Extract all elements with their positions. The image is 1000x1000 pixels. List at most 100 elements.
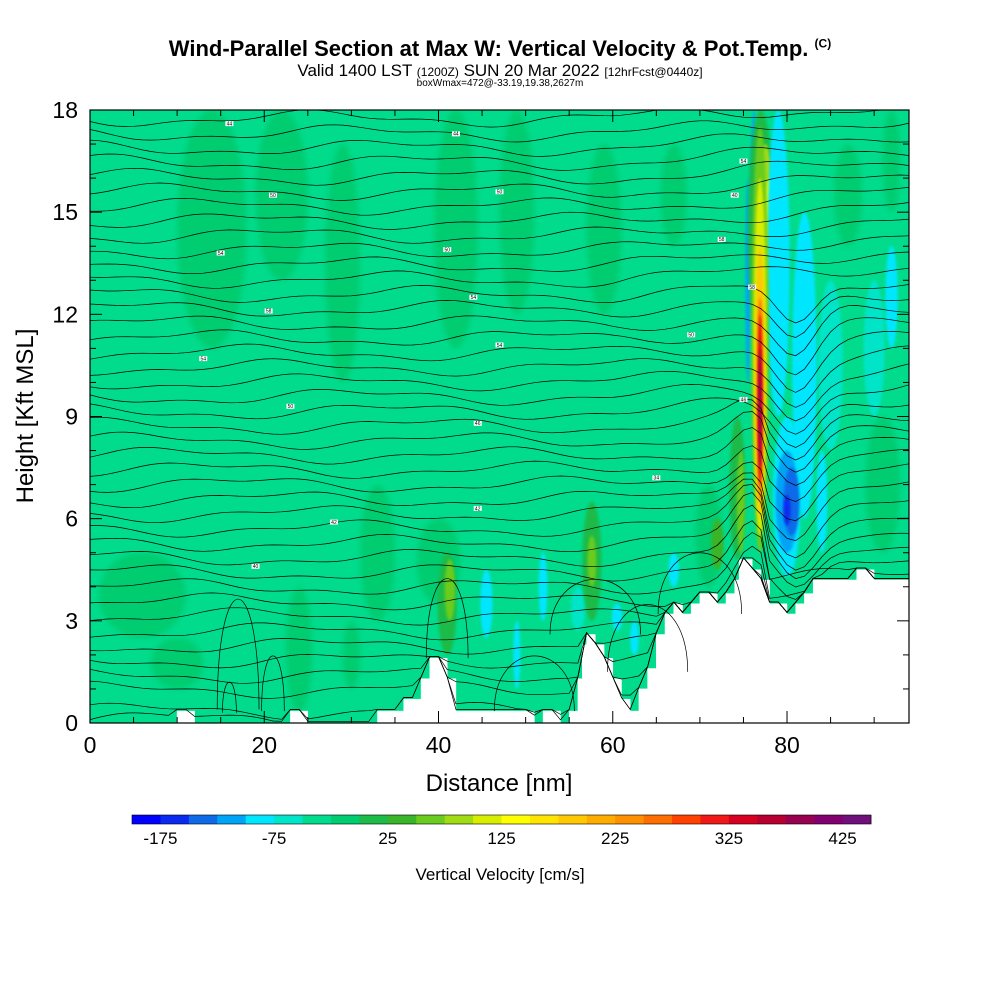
theta-label-19: 42 bbox=[475, 506, 481, 512]
theta-contours bbox=[90, 110, 909, 722]
colorbar-swatch-1 bbox=[160, 815, 190, 824]
theta-line-36 bbox=[90, 174, 909, 201]
theta-label-14: 50 bbox=[688, 333, 694, 339]
velocity-cell-1 bbox=[255, 110, 308, 281]
theta-line-15 bbox=[90, 472, 909, 541]
theta-label-bg-8 bbox=[717, 236, 726, 242]
velocity-cell-16 bbox=[513, 620, 521, 689]
theta-label-3: 50 bbox=[270, 193, 276, 199]
theta-label-15: 50 bbox=[288, 404, 294, 410]
theta-label-bg-3 bbox=[268, 192, 277, 198]
colorbar-swatch-4 bbox=[245, 815, 275, 824]
velocity-cell-34 bbox=[792, 212, 817, 519]
colorbar-swatch-0 bbox=[132, 815, 161, 824]
theta-label-bg-17 bbox=[739, 396, 748, 402]
theta-line-33 bbox=[90, 218, 909, 244]
theta-line-32 bbox=[90, 235, 909, 260]
theta-dome-6 bbox=[607, 604, 689, 672]
colorbar-label: Vertical Velocity [cm/s] bbox=[415, 865, 584, 884]
colorbar-swatch-16 bbox=[586, 815, 616, 824]
theta-line-11 bbox=[90, 504, 909, 588]
theta-label-2: 54 bbox=[741, 159, 747, 165]
velocity-cell-39 bbox=[882, 110, 901, 213]
y-tick-label-3: 3 bbox=[65, 608, 78, 634]
y-tick-label-9: 9 bbox=[65, 404, 78, 430]
theta-line-21 bbox=[90, 397, 909, 448]
theta-line-18 bbox=[90, 427, 909, 486]
velocity-cell-3 bbox=[434, 110, 478, 349]
theta-label-bg-10 bbox=[469, 294, 478, 300]
colorbar-tick-25: 25 bbox=[378, 829, 397, 848]
theta-line-20 bbox=[90, 398, 909, 461]
velocity-cell-12 bbox=[342, 620, 361, 689]
colorbar-tick--175: -175 bbox=[143, 829, 177, 848]
theta-label-bg-2 bbox=[739, 158, 748, 164]
copyright-mark: (C) bbox=[814, 36, 832, 51]
velocity-cell-18 bbox=[570, 586, 585, 632]
velocity-cell-27 bbox=[736, 450, 745, 553]
x-tick-label-20: 20 bbox=[251, 732, 277, 758]
theta-line-24 bbox=[90, 345, 909, 408]
theta-dome-7 bbox=[657, 552, 743, 615]
x-axis-label: Distance [nm] bbox=[426, 770, 573, 797]
colorbar-swatch-19 bbox=[672, 815, 701, 824]
theta-label-bg-11 bbox=[748, 284, 757, 290]
velocity-cell-6 bbox=[660, 144, 687, 247]
velocity-cell-0 bbox=[177, 110, 247, 349]
theta-label-9: 58 bbox=[266, 309, 272, 315]
x-tick-label-80: 80 bbox=[774, 732, 800, 758]
theta-line-25 bbox=[90, 331, 909, 393]
y-tick-label-18: 18 bbox=[52, 97, 78, 123]
theta-label-bg-9 bbox=[264, 308, 273, 314]
theta-line-29 bbox=[90, 284, 909, 324]
axes: 0 20 40 60 80 0 3 6 9 12 15 18 bbox=[52, 97, 909, 758]
theta-label-10: 54 bbox=[471, 295, 477, 301]
colorbar-swatch-7 bbox=[330, 815, 360, 824]
colorbar-swatch-23 bbox=[785, 815, 815, 824]
theta-dome-1 bbox=[261, 655, 285, 712]
colorbar-swatch-14 bbox=[529, 815, 559, 824]
forecast-info: [12hrFcst@0440z] bbox=[604, 65, 703, 79]
colorbar-swatch-8 bbox=[359, 815, 389, 824]
theta-label-16: 46 bbox=[475, 421, 481, 427]
valid-date: SUN 20 Mar 2022 bbox=[463, 61, 600, 80]
theta-line-28 bbox=[90, 295, 909, 338]
theta-line-12 bbox=[90, 492, 909, 579]
velocity-cell-37 bbox=[885, 246, 898, 349]
theta-line-41 bbox=[90, 110, 909, 128]
colorbar-tick-125: 125 bbox=[487, 829, 515, 848]
theta-line-30 bbox=[90, 266, 909, 289]
theta-line-40 bbox=[90, 120, 909, 143]
colorbar-swatch-6 bbox=[302, 815, 332, 824]
theta-line-27 bbox=[90, 305, 909, 357]
velocity-cell-5 bbox=[586, 144, 622, 315]
velocity-cell-22 bbox=[630, 620, 639, 655]
theta-label-bg-20 bbox=[251, 563, 260, 569]
theta-label-17: 46 bbox=[741, 397, 747, 403]
theta-labels: 44 44 54 50 50 40 54 50 58 58 54 58 54 54 50 50 46 46 42 42… bbox=[199, 121, 757, 570]
colorbar-swatch-20 bbox=[700, 815, 730, 824]
theta-line-17 bbox=[90, 445, 909, 502]
velocity-cell-44 bbox=[783, 494, 791, 526]
theta-label-bg-14 bbox=[687, 332, 696, 338]
colorbar-tick-225: 225 bbox=[601, 829, 629, 848]
theta-line-23 bbox=[90, 363, 909, 422]
colorbar-swatch-24 bbox=[814, 815, 843, 824]
theta-label-21: 34 bbox=[654, 476, 660, 482]
velocity-cell-38 bbox=[834, 144, 862, 247]
velocity-cell-17 bbox=[538, 552, 548, 621]
theta-line-9 bbox=[90, 532, 909, 595]
y-axis-label: Height [Kft MSL] bbox=[12, 329, 39, 504]
colorbar-swatch-10 bbox=[416, 815, 446, 824]
theta-label-bg-16 bbox=[473, 420, 482, 426]
theta-label-bg-5 bbox=[730, 192, 739, 198]
theta-label-12: 54 bbox=[200, 356, 206, 362]
colorbar-swatch-21 bbox=[728, 815, 758, 824]
colorbar: -175 -75 25 125 225 325 425 bbox=[131, 814, 872, 848]
colorbar-swatch-11 bbox=[444, 815, 474, 824]
velocity-cell-15 bbox=[480, 569, 493, 638]
theta-label-0: 44 bbox=[227, 121, 233, 127]
colorbar-swatch-12 bbox=[473, 815, 502, 824]
theta-label-20: 40 bbox=[253, 564, 259, 570]
